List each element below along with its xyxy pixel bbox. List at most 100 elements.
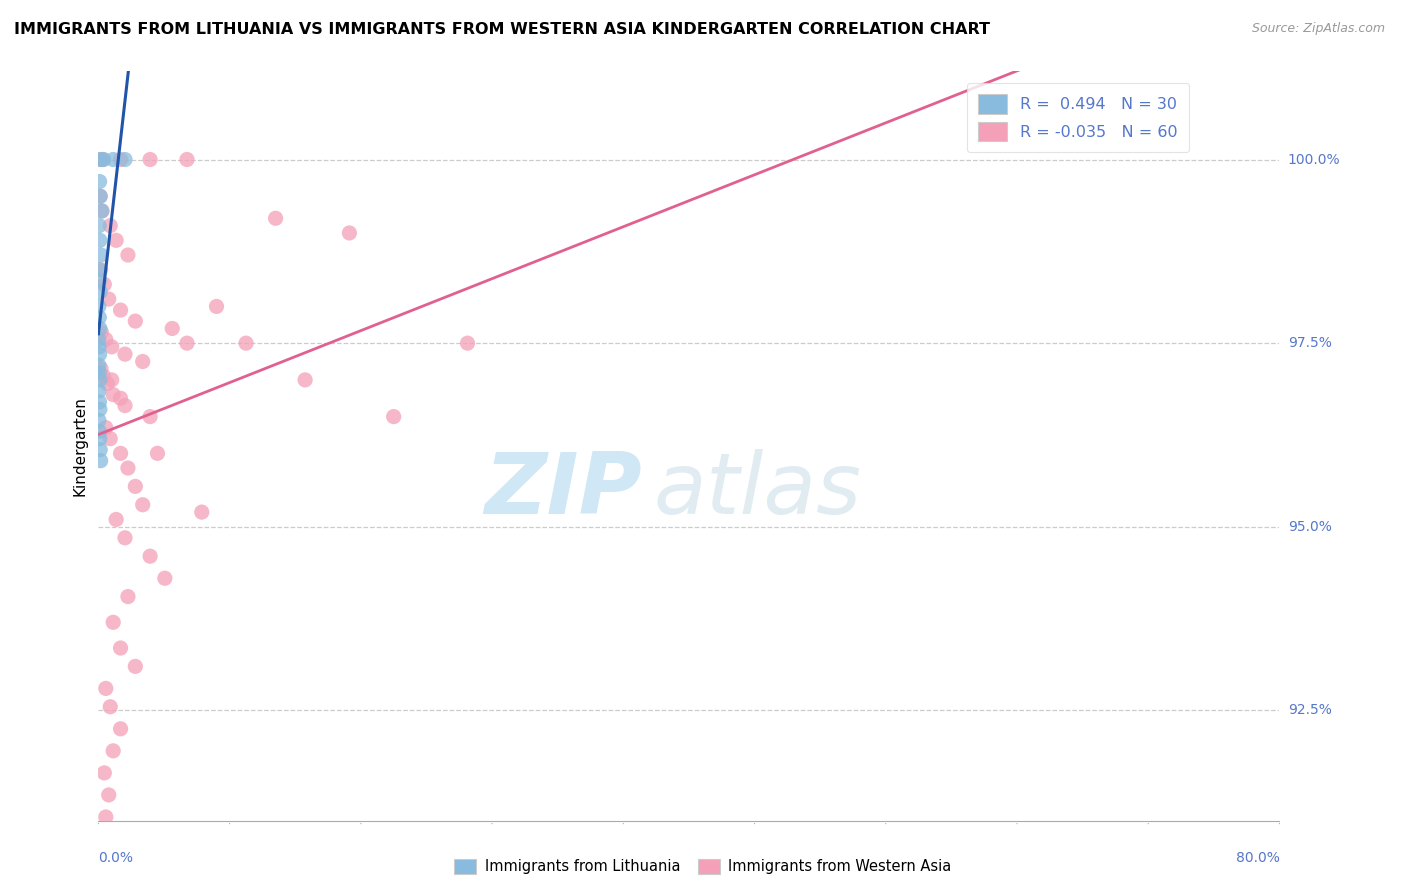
Point <box>146 446 169 460</box>
Point <box>103 387 125 401</box>
Point <box>87 358 110 372</box>
Point <box>124 314 146 328</box>
Point <box>94 810 117 824</box>
Point <box>94 420 117 434</box>
Point <box>89 402 111 417</box>
Point <box>89 425 111 439</box>
Point <box>114 347 136 361</box>
Point <box>98 699 121 714</box>
Point <box>91 203 114 218</box>
Point <box>103 153 125 167</box>
Point <box>176 336 198 351</box>
Point <box>339 226 361 240</box>
Point <box>124 479 146 493</box>
Text: Source: ZipAtlas.com: Source: ZipAtlas.com <box>1251 22 1385 36</box>
Point <box>117 248 139 262</box>
Point <box>89 189 111 203</box>
Point <box>205 300 228 314</box>
Point <box>97 788 120 802</box>
Point <box>100 373 122 387</box>
Point <box>139 549 162 564</box>
Text: 97.5%: 97.5% <box>1288 336 1331 351</box>
Point <box>89 395 111 409</box>
Legend: Immigrants from Lithuania, Immigrants from Western Asia: Immigrants from Lithuania, Immigrants fr… <box>449 853 957 880</box>
Point <box>89 432 111 446</box>
Point <box>98 219 121 233</box>
Point <box>89 442 111 457</box>
Point <box>132 354 155 368</box>
Point <box>96 376 118 391</box>
Point <box>87 262 110 277</box>
Point <box>89 285 111 299</box>
Point <box>110 446 132 460</box>
Point <box>90 362 112 376</box>
Point <box>89 347 111 361</box>
Text: IMMIGRANTS FROM LITHUANIA VS IMMIGRANTS FROM WESTERN ASIA KINDERGARTEN CORRELATI: IMMIGRANTS FROM LITHUANIA VS IMMIGRANTS … <box>14 22 990 37</box>
Point <box>89 153 111 167</box>
Point <box>93 153 115 167</box>
Point <box>132 498 155 512</box>
Point <box>124 659 146 673</box>
Legend: R =  0.494   N = 30, R = -0.035   N = 60: R = 0.494 N = 30, R = -0.035 N = 60 <box>967 83 1189 153</box>
Point <box>87 300 110 314</box>
Point <box>93 765 115 780</box>
Point <box>89 189 111 203</box>
Point <box>110 640 132 655</box>
Point <box>117 461 139 475</box>
Point <box>191 505 214 519</box>
Point <box>294 373 316 387</box>
Text: 80.0%: 80.0% <box>1236 851 1279 865</box>
Point <box>176 153 198 167</box>
Point <box>235 336 257 351</box>
Point <box>89 233 111 247</box>
Point <box>93 369 115 384</box>
Point <box>264 211 287 226</box>
Point <box>114 399 136 413</box>
Point <box>97 292 120 306</box>
Point <box>117 590 139 604</box>
Point <box>87 333 110 347</box>
Text: 100.0%: 100.0% <box>1288 153 1340 167</box>
Point <box>103 615 125 630</box>
Point <box>98 432 121 446</box>
Point <box>110 722 132 736</box>
Point <box>114 153 136 167</box>
Point <box>89 274 111 288</box>
Text: 95.0%: 95.0% <box>1288 520 1331 533</box>
Point <box>105 512 128 526</box>
Point <box>89 366 111 380</box>
Point <box>87 384 110 398</box>
Point <box>110 153 132 167</box>
Text: ZIP: ZIP <box>484 450 641 533</box>
Point <box>94 681 117 696</box>
Point <box>139 409 162 424</box>
Point <box>457 336 479 351</box>
Point <box>87 413 110 427</box>
Point <box>110 391 132 405</box>
Point <box>90 203 112 218</box>
Point <box>90 453 112 467</box>
Point <box>89 321 111 335</box>
Point <box>103 744 125 758</box>
Point <box>105 233 128 247</box>
Point <box>89 340 111 354</box>
Text: 92.5%: 92.5% <box>1288 704 1331 717</box>
Point <box>153 571 176 585</box>
Point <box>90 153 112 167</box>
Point <box>89 310 111 325</box>
Point <box>110 303 132 318</box>
Point <box>91 153 114 167</box>
Point <box>90 248 112 262</box>
Point <box>100 340 122 354</box>
Point <box>89 373 111 387</box>
Point <box>94 333 117 347</box>
Point <box>90 325 112 339</box>
Y-axis label: Kindergarten: Kindergarten <box>72 396 87 496</box>
Point <box>93 277 115 292</box>
Point <box>90 262 112 277</box>
Point <box>139 153 162 167</box>
Point <box>89 219 111 233</box>
Point <box>382 409 405 424</box>
Text: 0.0%: 0.0% <box>98 851 134 865</box>
Point <box>162 321 183 335</box>
